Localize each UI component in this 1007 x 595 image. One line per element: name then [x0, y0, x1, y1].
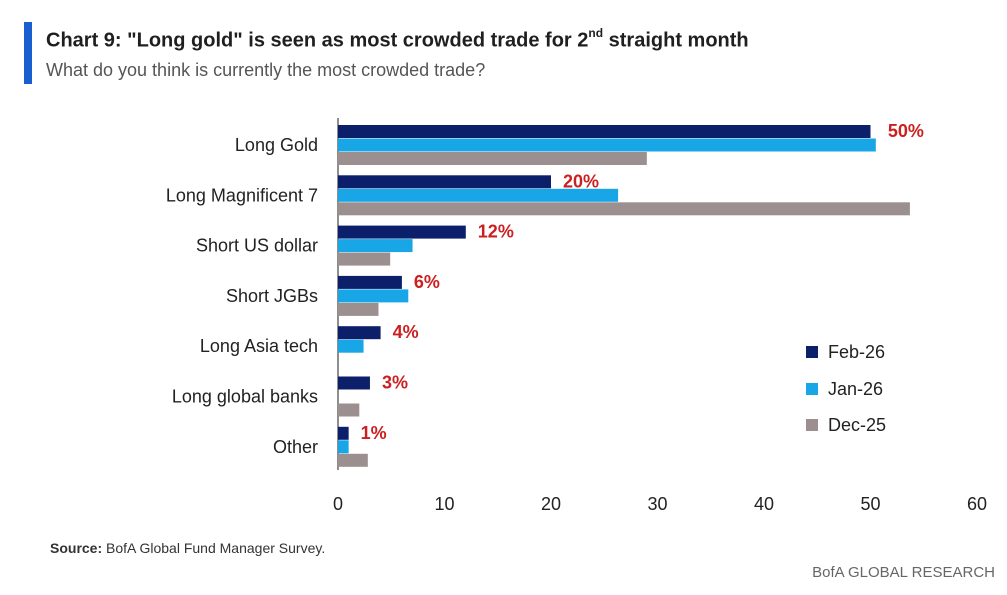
bar-jan-26 [338, 138, 876, 152]
bar-jan-26 [338, 188, 619, 202]
legend-label: Feb-26 [828, 342, 885, 362]
x-tick-label: 50 [860, 494, 880, 514]
category-label: Short US dollar [196, 236, 318, 256]
x-tick-label: 0 [333, 494, 343, 514]
bar-feb-26 [338, 175, 551, 189]
data-label: 20% [563, 171, 599, 191]
chart-title: Chart 9: "Long gold" is seen as most cro… [46, 26, 749, 52]
brand-footer: BofA GLOBAL RESEARCH [812, 564, 995, 581]
category-label: Short JGBs [226, 286, 318, 306]
legend-swatch-feb-26 [806, 346, 818, 358]
x-tick-label: 10 [434, 494, 454, 514]
category-label: Long Asia tech [200, 336, 318, 356]
x-tick-label: 20 [541, 494, 561, 514]
bar-jan-26 [338, 289, 409, 303]
x-tick-label: 40 [754, 494, 774, 514]
bar-dec-25 [338, 252, 391, 266]
category-label: Long global banks [172, 387, 318, 407]
data-label: 3% [382, 373, 408, 393]
x-tick-label: 30 [647, 494, 667, 514]
bar-jan-26 [338, 239, 413, 253]
bar-dec-25 [338, 302, 379, 316]
bar-feb-26 [338, 275, 402, 289]
bar-feb-26 [338, 125, 871, 138]
legend-swatch-dec-25 [806, 419, 818, 431]
bar-feb-26 [338, 326, 381, 340]
chart-subtitle: What do you think is currently the most … [46, 60, 486, 80]
category-label: Long Gold [235, 135, 318, 155]
data-label: 1% [361, 423, 387, 443]
data-label: 12% [478, 222, 514, 242]
bar-feb-26 [338, 225, 466, 239]
bar-feb-26 [338, 426, 349, 440]
legend-label: Dec-25 [828, 415, 886, 435]
data-label: 50% [888, 121, 924, 141]
bar-dec-25 [338, 453, 368, 467]
bar-dec-25 [338, 403, 360, 417]
bar-dec-25 [338, 152, 647, 165]
bar-dec-25 [338, 202, 910, 216]
x-tick-label: 60 [967, 494, 987, 514]
title-accent-bar [24, 22, 32, 84]
bar-jan-26 [338, 339, 364, 353]
bar-feb-26 [338, 376, 370, 390]
legend-label: Jan-26 [828, 379, 883, 399]
category-label: Long Magnificent 7 [166, 185, 318, 205]
data-label: 4% [393, 322, 419, 342]
source-note: Source: BofA Global Fund Manager Survey. [50, 540, 326, 556]
category-label: Other [273, 437, 318, 457]
bar-jan-26 [338, 440, 349, 454]
legend-swatch-jan-26 [806, 383, 818, 395]
data-label: 6% [414, 272, 440, 292]
